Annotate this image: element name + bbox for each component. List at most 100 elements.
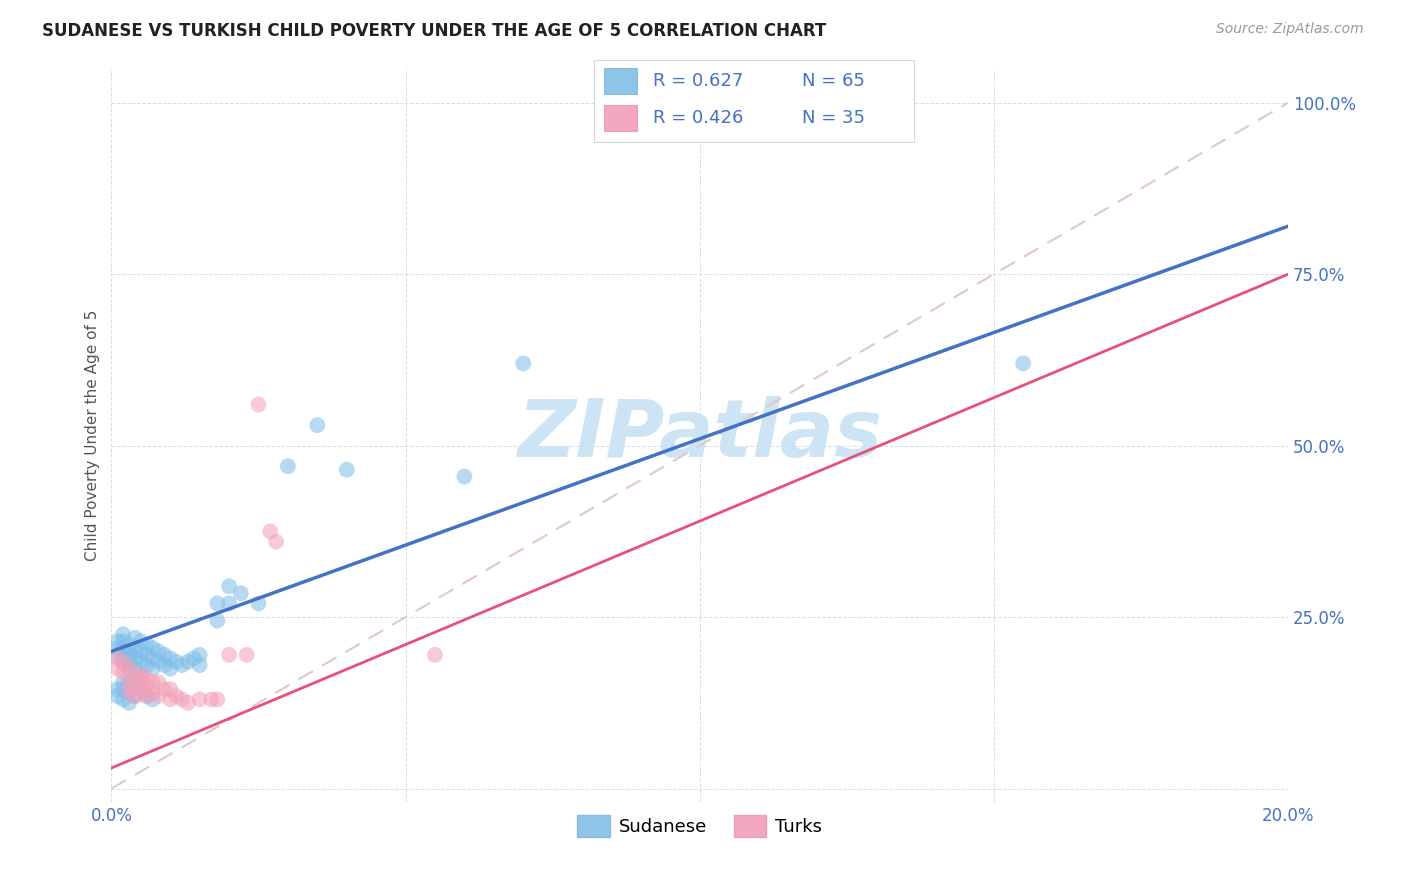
Point bbox=[177, 655, 200, 669]
Point bbox=[170, 692, 193, 706]
Point bbox=[129, 668, 152, 682]
Point bbox=[207, 692, 229, 706]
Text: R = 0.426: R = 0.426 bbox=[654, 109, 744, 128]
Point bbox=[112, 627, 135, 641]
Y-axis label: Child Poverty Under the Age of 5: Child Poverty Under the Age of 5 bbox=[86, 310, 100, 561]
Point bbox=[1012, 356, 1035, 370]
Point bbox=[124, 689, 146, 703]
Point bbox=[124, 631, 146, 645]
Point bbox=[307, 418, 329, 433]
Point bbox=[129, 685, 152, 699]
Point bbox=[118, 644, 141, 658]
Point bbox=[124, 679, 146, 693]
Point bbox=[112, 655, 135, 669]
Point bbox=[423, 648, 446, 662]
Point bbox=[135, 672, 157, 686]
Point bbox=[118, 661, 141, 675]
Point bbox=[453, 469, 475, 483]
Point bbox=[135, 648, 157, 662]
Point bbox=[336, 463, 359, 477]
Point bbox=[159, 692, 181, 706]
Point bbox=[148, 655, 170, 669]
Point bbox=[118, 696, 141, 710]
Point bbox=[105, 682, 128, 697]
Point bbox=[112, 682, 135, 697]
Point bbox=[129, 644, 152, 658]
Point bbox=[105, 648, 128, 662]
Point bbox=[218, 596, 240, 610]
Point bbox=[129, 682, 152, 697]
Point bbox=[277, 459, 299, 474]
Point bbox=[129, 655, 152, 669]
Point bbox=[148, 689, 170, 703]
Point bbox=[512, 356, 534, 370]
Point bbox=[165, 689, 187, 703]
Point bbox=[105, 651, 128, 665]
Point bbox=[218, 648, 240, 662]
Point bbox=[148, 675, 170, 690]
Point bbox=[112, 640, 135, 655]
Point bbox=[135, 658, 157, 673]
Text: N = 35: N = 35 bbox=[801, 109, 865, 128]
Bar bbox=[603, 105, 637, 131]
Point bbox=[124, 668, 146, 682]
Point bbox=[188, 658, 211, 673]
Point bbox=[112, 651, 135, 665]
Point bbox=[112, 665, 135, 679]
Point bbox=[142, 661, 165, 675]
FancyBboxPatch shape bbox=[593, 60, 914, 142]
Point bbox=[124, 651, 146, 665]
Point bbox=[153, 682, 176, 697]
Point bbox=[200, 692, 222, 706]
Point bbox=[159, 682, 181, 697]
Point bbox=[129, 634, 152, 648]
Text: ZIPatlas: ZIPatlas bbox=[517, 396, 882, 475]
Point bbox=[177, 696, 200, 710]
Point bbox=[118, 655, 141, 669]
Point bbox=[159, 651, 181, 665]
Point bbox=[142, 685, 165, 699]
Text: N = 65: N = 65 bbox=[801, 72, 865, 90]
Point bbox=[135, 638, 157, 652]
Point bbox=[118, 685, 141, 699]
Point bbox=[207, 596, 229, 610]
Point bbox=[183, 651, 205, 665]
Point bbox=[112, 655, 135, 669]
Point bbox=[112, 634, 135, 648]
Text: SUDANESE VS TURKISH CHILD POVERTY UNDER THE AGE OF 5 CORRELATION CHART: SUDANESE VS TURKISH CHILD POVERTY UNDER … bbox=[42, 22, 827, 40]
Point bbox=[118, 675, 141, 690]
Point bbox=[135, 689, 157, 703]
Point bbox=[124, 661, 146, 675]
Point bbox=[129, 675, 152, 690]
Point bbox=[218, 579, 240, 593]
Point bbox=[118, 685, 141, 699]
Point bbox=[235, 648, 257, 662]
Text: R = 0.627: R = 0.627 bbox=[654, 72, 744, 90]
Point bbox=[142, 651, 165, 665]
Point bbox=[264, 534, 287, 549]
Point bbox=[105, 640, 128, 655]
Point bbox=[112, 692, 135, 706]
Point bbox=[229, 586, 252, 600]
Point bbox=[142, 692, 165, 706]
Point bbox=[118, 675, 141, 690]
Point bbox=[135, 689, 157, 703]
Point bbox=[124, 644, 146, 658]
Legend: Sudanese, Turks: Sudanese, Turks bbox=[569, 808, 830, 845]
Point bbox=[259, 524, 281, 539]
Point bbox=[247, 398, 270, 412]
Point bbox=[142, 675, 165, 690]
Point bbox=[124, 679, 146, 693]
Point bbox=[124, 689, 146, 703]
Point bbox=[247, 596, 270, 610]
Point bbox=[170, 658, 193, 673]
Text: Source: ZipAtlas.com: Source: ZipAtlas.com bbox=[1216, 22, 1364, 37]
Point bbox=[105, 689, 128, 703]
Point bbox=[112, 675, 135, 690]
Point bbox=[105, 634, 128, 648]
Point bbox=[129, 668, 152, 682]
Point bbox=[118, 661, 141, 675]
Point bbox=[148, 644, 170, 658]
Point bbox=[188, 648, 211, 662]
Point bbox=[207, 614, 229, 628]
